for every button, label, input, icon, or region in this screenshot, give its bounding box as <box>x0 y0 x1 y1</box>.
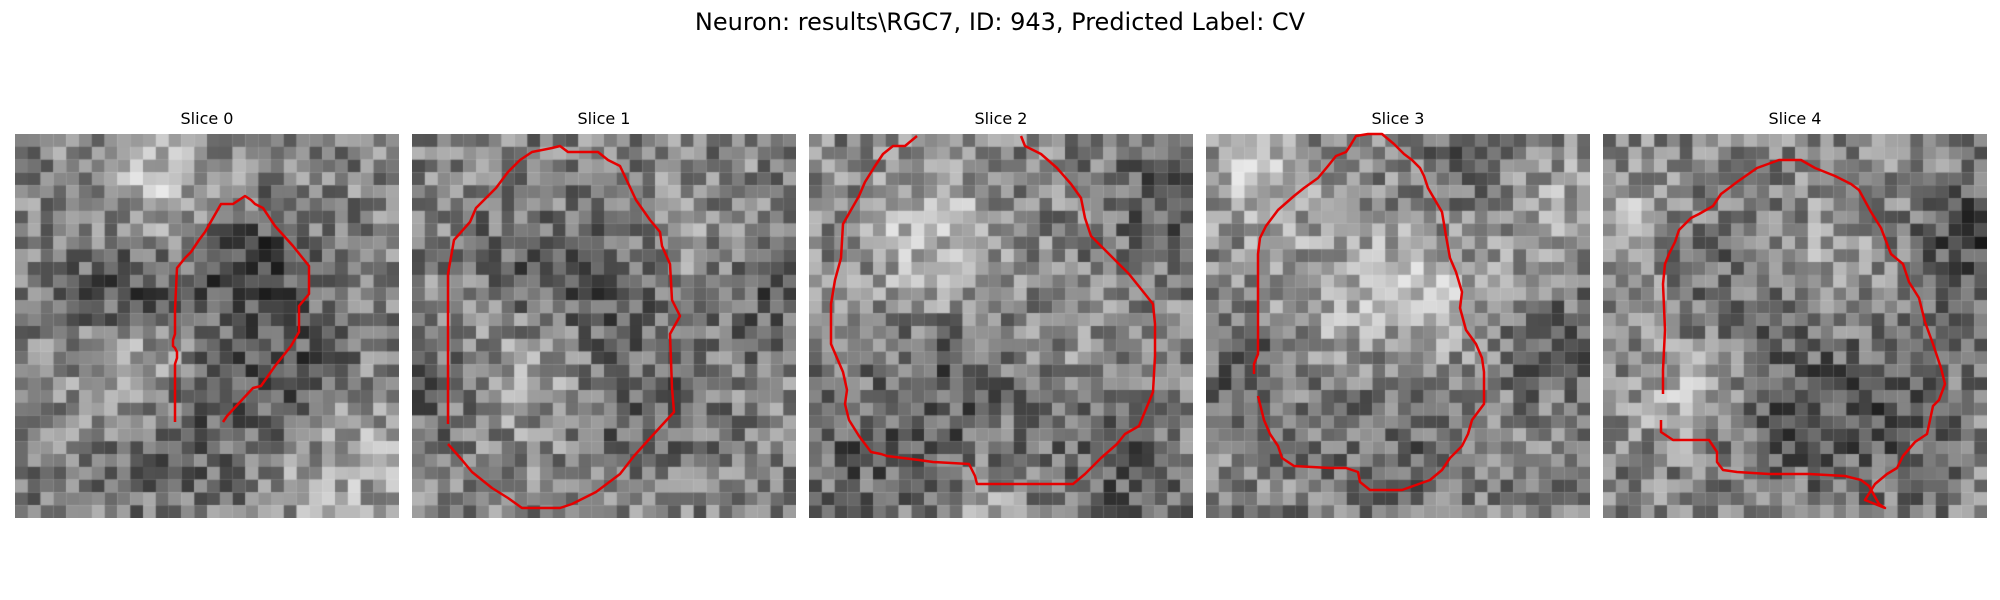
slice-1-image <box>412 134 796 518</box>
slice-2-image <box>809 134 1193 518</box>
slice-4-contour-line <box>1659 158 1947 510</box>
slice-3-contour-line <box>1252 132 1486 492</box>
slice-2-contour-line <box>829 135 1157 486</box>
slice-1-contour-line <box>446 144 682 510</box>
slice-4-title: Slice 4 <box>1768 109 1822 128</box>
slice-0-image <box>15 134 399 518</box>
slice-4-contour <box>1659 158 1947 510</box>
slice-4-image <box>1603 134 1987 518</box>
slice-1-contour <box>446 144 682 510</box>
slice-0-contour <box>171 194 311 423</box>
figure-title: Neuron: results\RGC7, ID: 943, Predicted… <box>694 8 1306 36</box>
slice-1-title: Slice 1 <box>577 109 631 128</box>
slice-2-title: Slice 2 <box>974 109 1028 128</box>
slice-0-title: Slice 0 <box>180 109 234 128</box>
slice-3-title: Slice 3 <box>1371 109 1425 128</box>
slice-2-contour <box>829 135 1157 486</box>
slice-0-contour-line <box>171 194 311 423</box>
slice-3-contour <box>1252 132 1486 492</box>
slice-3-image <box>1206 134 1590 518</box>
